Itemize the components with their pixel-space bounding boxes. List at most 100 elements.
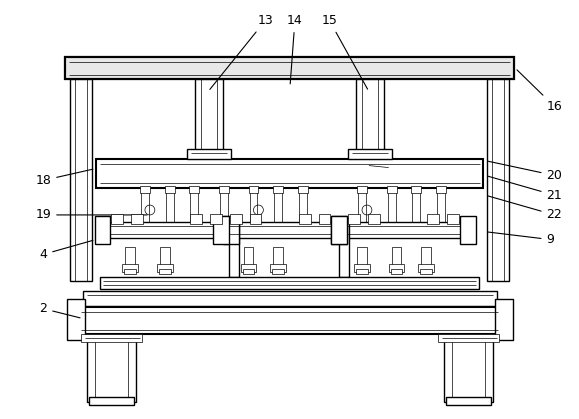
Text: 16: 16	[517, 70, 562, 113]
Bar	[188, 149, 231, 159]
Text: 14: 14	[287, 14, 303, 84]
Bar	[356, 269, 368, 274]
Text: 9: 9	[488, 232, 555, 246]
Text: 15: 15	[321, 14, 368, 89]
Text: 2: 2	[39, 302, 80, 318]
Bar	[348, 214, 360, 224]
Bar	[274, 188, 282, 233]
Bar	[122, 264, 138, 272]
Bar	[141, 188, 149, 233]
Text: 19: 19	[35, 208, 147, 221]
Bar	[81, 334, 142, 342]
Bar	[357, 186, 367, 193]
Bar	[272, 269, 284, 274]
Text: 20: 20	[488, 161, 562, 182]
Text: 4: 4	[39, 241, 93, 261]
Bar	[65, 57, 514, 79]
Bar	[387, 186, 397, 193]
Bar	[210, 214, 222, 224]
Bar	[195, 79, 223, 156]
Bar	[444, 338, 493, 402]
Bar	[488, 79, 509, 281]
Bar	[229, 218, 239, 277]
Bar	[125, 248, 135, 267]
Bar	[100, 277, 479, 289]
Bar	[388, 188, 395, 233]
Bar	[250, 188, 258, 233]
Bar	[418, 264, 434, 272]
Bar	[241, 264, 256, 272]
Bar	[299, 188, 307, 233]
Bar	[140, 186, 150, 193]
Bar	[190, 214, 202, 224]
Bar	[420, 269, 432, 274]
Bar	[348, 149, 391, 159]
Bar	[230, 214, 241, 224]
Bar	[190, 188, 198, 233]
Bar	[331, 216, 347, 243]
Bar	[244, 248, 254, 267]
Text: 13: 13	[210, 14, 273, 89]
Bar	[96, 159, 483, 188]
Bar	[331, 216, 347, 243]
Bar	[356, 79, 384, 156]
Bar	[422, 248, 431, 267]
Bar	[358, 188, 366, 233]
Bar	[447, 214, 459, 224]
Bar	[160, 248, 170, 267]
Bar	[411, 186, 422, 193]
Bar	[75, 307, 505, 334]
Bar	[412, 188, 420, 233]
Bar	[354, 264, 370, 272]
Bar	[221, 222, 339, 238]
Bar	[273, 248, 283, 267]
Bar	[273, 186, 283, 193]
Bar	[427, 214, 439, 224]
Bar	[189, 186, 199, 193]
Bar	[436, 186, 446, 193]
Bar	[159, 269, 171, 274]
Bar	[65, 57, 514, 79]
Bar	[89, 398, 134, 405]
Bar	[102, 222, 231, 238]
Bar	[94, 216, 111, 243]
Bar	[223, 216, 239, 243]
Bar	[219, 186, 229, 193]
Bar	[391, 269, 402, 274]
Bar	[83, 291, 497, 306]
Bar	[213, 216, 229, 243]
Bar	[339, 218, 349, 277]
Bar	[65, 57, 514, 79]
Bar	[391, 248, 401, 267]
Bar	[437, 188, 445, 233]
Bar	[446, 398, 492, 405]
Text: 21: 21	[488, 176, 562, 202]
Bar	[248, 186, 258, 193]
Bar	[495, 299, 513, 340]
Bar	[111, 214, 123, 224]
Bar	[124, 269, 136, 274]
Bar	[299, 214, 311, 224]
Bar	[243, 269, 255, 274]
Bar	[66, 58, 513, 78]
Bar	[389, 264, 405, 272]
Bar	[220, 188, 228, 233]
Bar	[438, 334, 499, 342]
Bar	[339, 222, 468, 238]
Bar	[357, 248, 367, 267]
Text: 18: 18	[35, 169, 93, 187]
Bar	[250, 214, 261, 224]
Bar	[270, 264, 286, 272]
Bar	[87, 338, 136, 402]
Bar	[368, 214, 380, 224]
Bar	[157, 264, 173, 272]
Bar	[460, 216, 475, 243]
Bar	[67, 299, 85, 340]
Bar	[164, 186, 174, 193]
Bar	[166, 188, 174, 233]
Bar	[298, 186, 308, 193]
Text: 22: 22	[488, 196, 562, 221]
Bar	[70, 79, 91, 281]
Bar	[318, 214, 331, 224]
Bar	[131, 214, 143, 224]
